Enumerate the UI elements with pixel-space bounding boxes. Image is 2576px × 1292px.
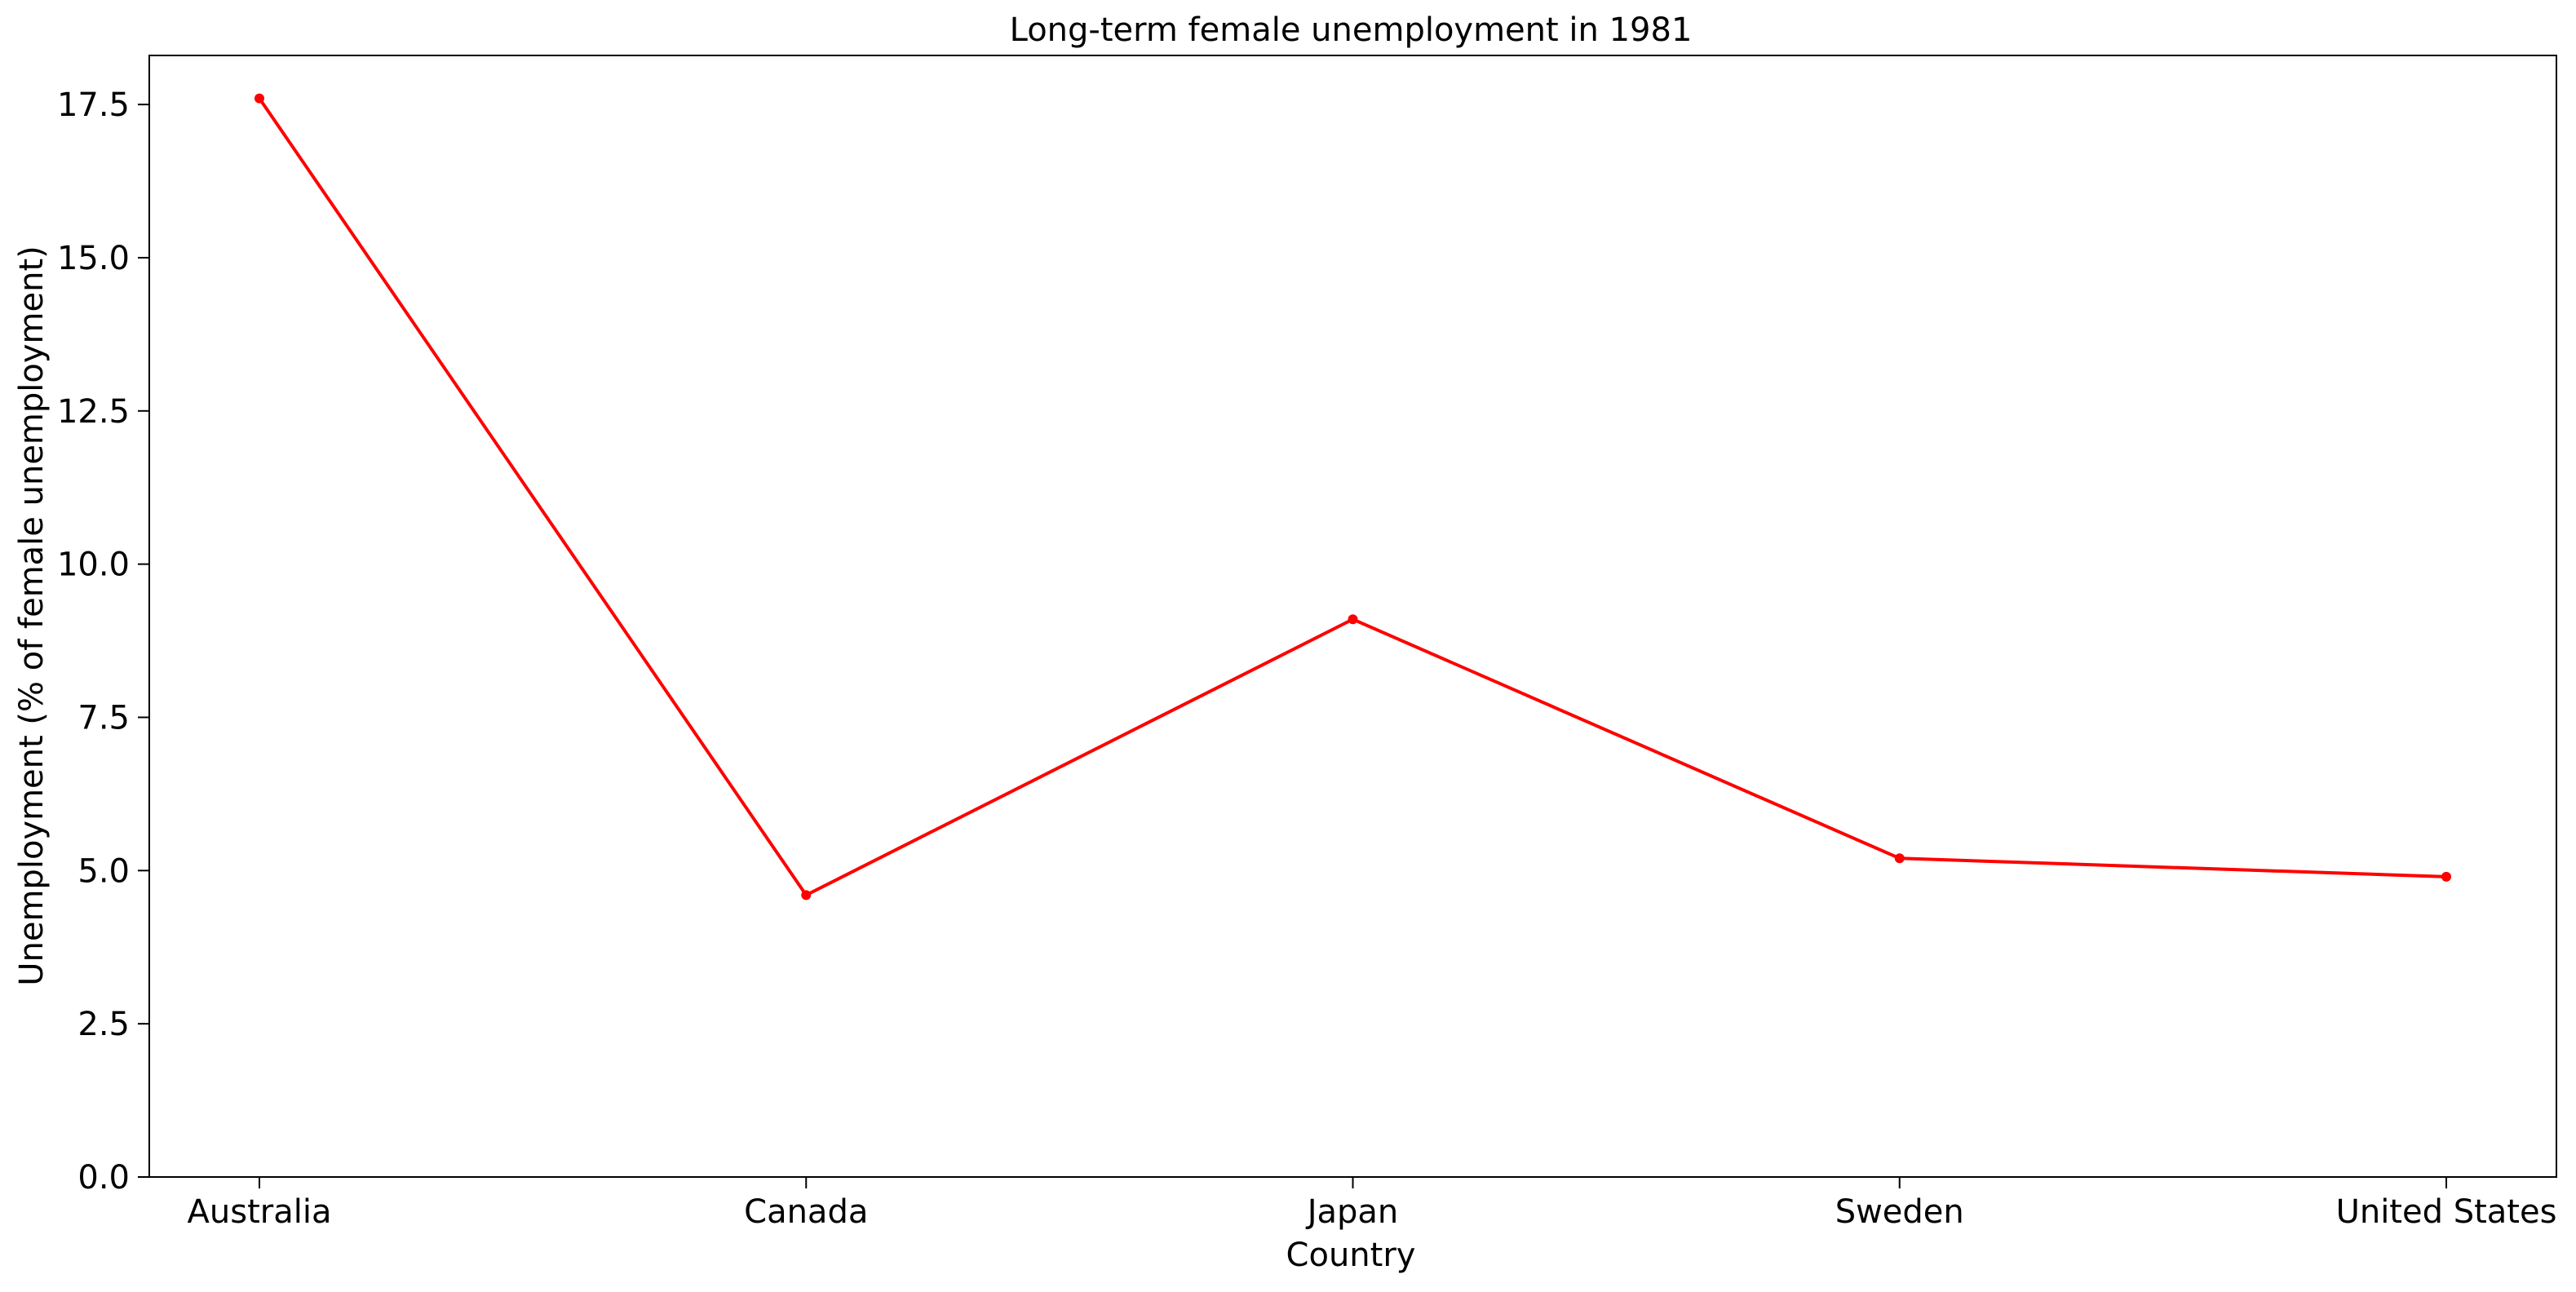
chart-title: Long-term female unemployment in 1981	[1010, 11, 1693, 49]
x-tick-label: Australia	[188, 1193, 332, 1231]
x-tick-label: Japan	[1305, 1193, 1399, 1231]
x-tick-label: Canada	[744, 1193, 868, 1231]
y-tick-label: 5.0	[77, 852, 130, 890]
y-tick-label: 17.5	[57, 86, 130, 124]
data-point-united-states	[2441, 871, 2451, 882]
series-layer	[255, 93, 2451, 900]
x-tick-label: United States	[2336, 1193, 2557, 1231]
x-tick-label: Sweden	[1835, 1193, 1964, 1231]
data-point-australia	[255, 93, 264, 104]
y-tick-label: 2.5	[77, 1006, 130, 1043]
y-tick-label: 12.5	[57, 393, 130, 431]
y-axis-label: Unemployment (% of female unemployment)	[13, 246, 51, 986]
y-tick-label: 0.0	[77, 1159, 130, 1197]
y-tick-label: 10.0	[57, 546, 130, 584]
data-point-japan	[1348, 614, 1358, 625]
y-tick-label: 15.0	[57, 240, 130, 277]
y-tick-label: 7.5	[77, 699, 130, 737]
data-point-canada	[801, 890, 812, 900]
x-axis: Australia Canada Japan Sweden United States	[188, 1177, 2557, 1231]
y-axis: 0.0 2.5 5.0 7.5 10.0 12.5 15.0 17.5	[57, 86, 149, 1197]
x-axis-label: Country	[1286, 1237, 1416, 1274]
data-point-sweden	[1894, 853, 1905, 864]
